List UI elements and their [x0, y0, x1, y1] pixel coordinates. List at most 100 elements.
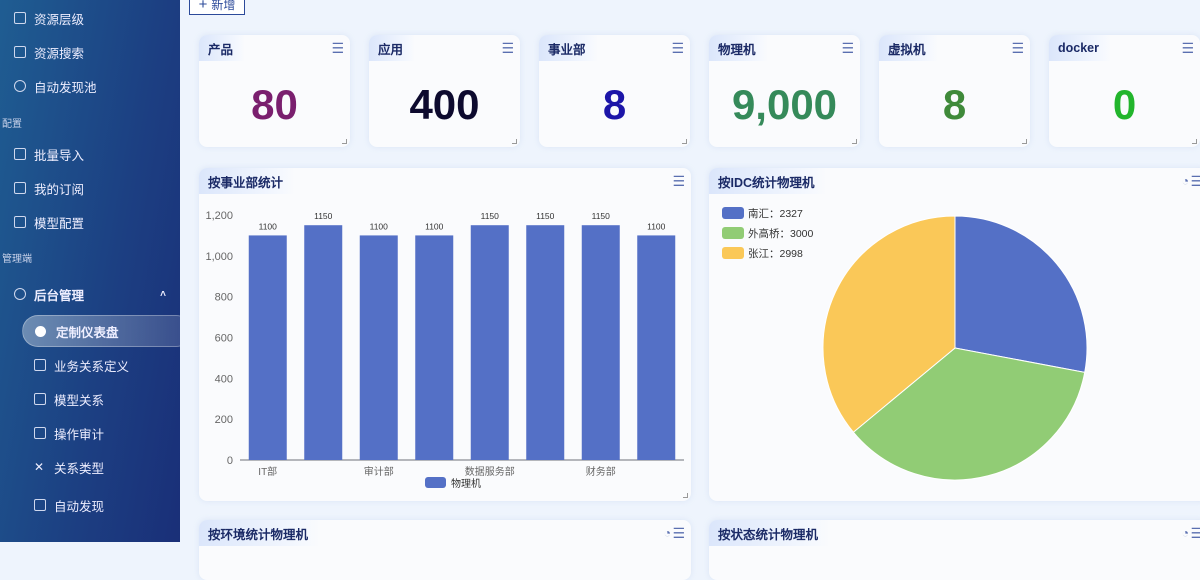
import-icon	[14, 148, 26, 160]
main-content: + 新增 产品 ☰ 80 应用 ☰ 400 事业部 ☰ 8 物理机 ☰ 9,000 虚拟机 ☰ 8 docker…	[180, 0, 1200, 580]
pie-chart-icon[interactable]: ◔	[1181, 526, 1189, 540]
bar	[526, 225, 565, 460]
sidebar-item-relation-types[interactable]: ✕ 关系类型	[34, 460, 105, 476]
stat-title: 产品	[199, 35, 246, 61]
y-tick-label: 1,200	[205, 210, 233, 222]
pie-slice	[852, 347, 1086, 481]
stat-title: 事业部	[539, 35, 598, 61]
relation-icon: ✕	[34, 460, 45, 474]
sidebar-item-subscriptions[interactable]: 我的订阅	[14, 176, 84, 200]
y-tick-label: 400	[215, 373, 233, 385]
bar-value-label: 1150	[314, 211, 333, 221]
menu-icon[interactable]: ☰	[1011, 40, 1024, 56]
document-icon	[34, 427, 46, 439]
menu-icon[interactable]: ☰	[331, 40, 344, 56]
panel-by-idc: 按IDC统计物理机 ◔ ☰ 南汇：2327 外高桥：3000 张江：2998	[709, 168, 1200, 501]
x-tick-label: 数据服务部	[465, 465, 515, 478]
panel-by-status: 按状态统计物理机 ◔ ☰	[709, 520, 1200, 580]
panel-title: 按事业部统计	[199, 168, 296, 194]
y-tick-label: 200	[215, 414, 233, 426]
bar-value-label: 1100	[259, 221, 278, 231]
panel-by-environment: 按环境统计物理机 ◔ ☰	[199, 520, 691, 580]
pie-icon	[35, 325, 46, 337]
pie-slice	[954, 215, 1088, 373]
resize-handle[interactable]	[1192, 139, 1197, 144]
cube-icon	[34, 393, 46, 405]
bar-value-label: 1150	[592, 211, 611, 221]
stat-value: 8	[602, 81, 627, 128]
y-tick-label: 800	[215, 292, 233, 304]
pie-chart: 南汇：2327 外高桥：3000 张江：2998	[722, 207, 1088, 481]
pie-chart-icon[interactable]: ◔	[1181, 174, 1189, 188]
stat-card: 应用 ☰ 400	[369, 35, 520, 147]
group-label-config: 配置	[2, 119, 22, 130]
resize-handle[interactable]	[342, 139, 347, 144]
legend-swatch	[722, 227, 744, 239]
sidebar-item-resource-search[interactable]: 资源搜索	[14, 40, 84, 64]
legend-swatch	[722, 247, 744, 259]
menu-icon[interactable]: ☰	[501, 40, 514, 56]
stat-value: 400	[409, 81, 480, 128]
bar	[470, 225, 509, 460]
y-tick-label: 600	[215, 333, 233, 345]
sidebar-item-model-config[interactable]: 模型配置	[14, 210, 84, 234]
resize-handle[interactable]	[512, 139, 517, 144]
sidebar-item-resource-levels[interactable]: 资源层级	[14, 6, 84, 30]
resize-handle[interactable]	[683, 493, 688, 498]
legend-swatch	[425, 477, 446, 488]
panel-title: 按环境统计物理机	[199, 520, 321, 546]
sidebar-item-discovery-pool[interactable]: 自动发现池	[14, 74, 97, 98]
sidebar-item-model-relations[interactable]: 模型关系	[34, 387, 104, 411]
sidebar-item-custom-dashboard[interactable]: 定制仪表盘	[22, 315, 180, 347]
pie-slice	[822, 215, 956, 433]
sidebar-item-batch-import[interactable]: 批量导入	[14, 142, 84, 166]
sidebar-item-admin[interactable]: 后台管理 ˄	[14, 282, 166, 306]
menu-icon[interactable]: ☰	[671, 40, 684, 56]
stat-title: 虚拟机	[879, 35, 938, 61]
menu-icon[interactable]: ☰	[672, 525, 685, 541]
menu-icon[interactable]: ☰	[1181, 40, 1194, 56]
legend-label: 南汇：2327	[748, 207, 803, 220]
sidebar-item-business-relations[interactable]: 业务关系定义	[34, 353, 129, 377]
resize-handle[interactable]	[852, 139, 857, 144]
gear-icon	[14, 288, 26, 300]
stat-title: 物理机	[709, 35, 768, 61]
legend-swatch	[722, 207, 744, 219]
bar-value-label: 1100	[370, 221, 389, 231]
menu-icon[interactable]: ☰	[841, 40, 854, 56]
menu-icon[interactable]: ☰	[1190, 173, 1200, 189]
stat-value: 8	[942, 81, 967, 128]
model-settings-icon	[14, 216, 26, 228]
legend-label: 物理机	[451, 477, 481, 490]
bar-value-label: 1150	[536, 211, 555, 221]
menu-icon[interactable]: ☰	[1190, 525, 1200, 541]
stat-title: docker	[1049, 35, 1111, 61]
bar	[581, 225, 620, 460]
bar-value-label: 1100	[647, 221, 666, 231]
chevron-up-icon: ˄	[160, 288, 166, 300]
bar	[637, 235, 676, 460]
resize-handle[interactable]	[682, 139, 687, 144]
sidebar-item-audit[interactable]: 操作审计	[34, 421, 104, 445]
group-label-admin: 管理端	[2, 254, 32, 265]
add-button[interactable]: + 新增	[189, 0, 245, 15]
sidebar-item-auto-discovery[interactable]: 自动发现	[34, 493, 104, 517]
menu-icon[interactable]: ☰	[672, 173, 685, 189]
resize-handle[interactable]	[1022, 139, 1027, 144]
panel-by-department: 按事业部统计 ☰ 0 200 400 600 800 1,000 1,200 1100 IT部 1…	[199, 168, 691, 501]
list-icon	[34, 359, 46, 371]
bar	[415, 235, 454, 460]
y-tick-label: 1,000	[205, 251, 233, 263]
discover-icon	[34, 499, 46, 511]
bar	[248, 235, 287, 460]
stat-title: 应用	[369, 35, 416, 61]
compass-icon	[14, 80, 26, 92]
plus-icon: +	[198, 0, 208, 13]
stat-card: 物理机 ☰ 9,000	[709, 35, 860, 147]
bar	[304, 225, 343, 460]
legend-label: 外高桥：3000	[748, 227, 814, 240]
x-tick-label: 财务部	[586, 465, 616, 478]
pie-chart-icon[interactable]: ◔	[663, 526, 671, 540]
legend-label: 张江：2998	[748, 248, 803, 260]
sidebar: 资源层级 资源搜索 自动发现池 配置 批量导入 我的订阅 模型配置 管理端 后台…	[0, 0, 180, 542]
